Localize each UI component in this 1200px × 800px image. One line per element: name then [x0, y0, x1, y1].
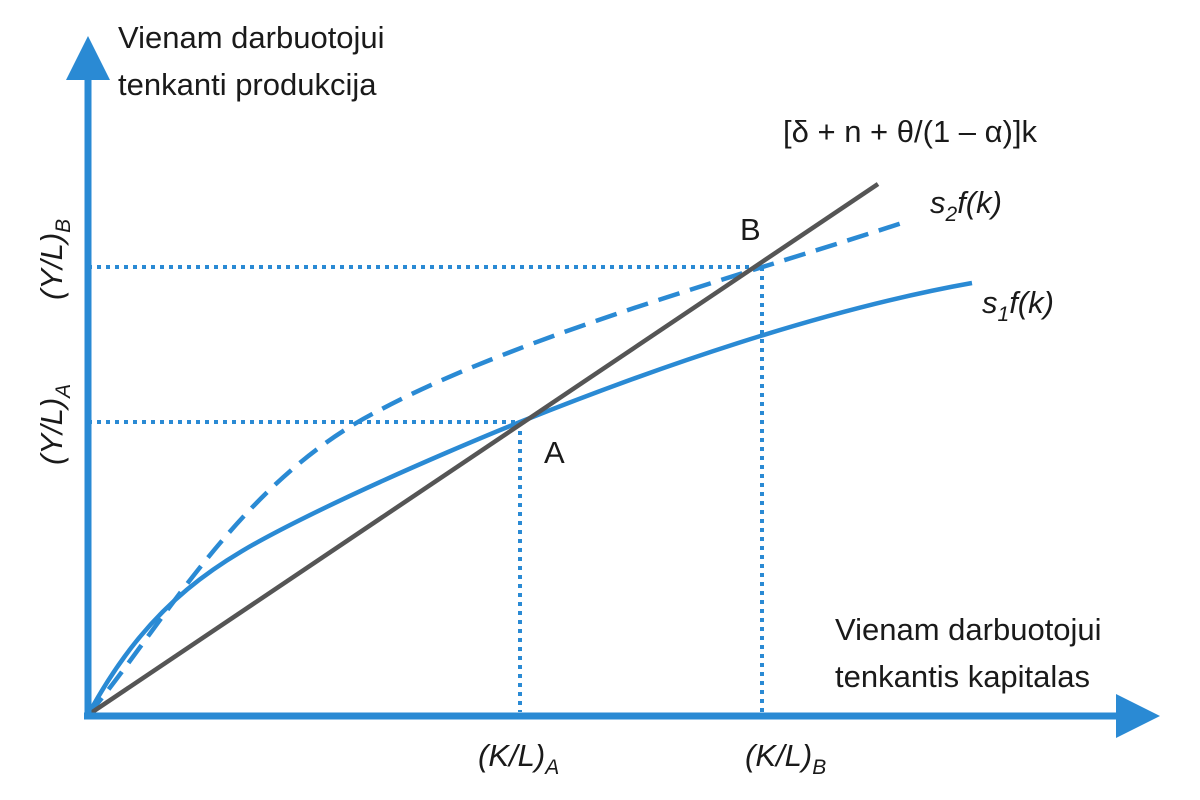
series-label-s2fk: s2f(k)	[930, 185, 1002, 226]
y-tick-label-a: (Y/L)A	[34, 384, 75, 465]
x-tick-label-a: (K/L)A	[478, 738, 559, 779]
series-line-s1fk	[86, 280, 973, 717]
y-axis-title-line2: tenkanti produkcija	[118, 67, 377, 102]
y-axis-title-line1: Vienam darbuotojui	[118, 20, 385, 55]
x-axis-arrow	[1116, 694, 1160, 738]
x-axis-title-line2: tenkantis kapitalas	[835, 659, 1090, 694]
series-line-s2fk	[86, 219, 906, 717]
series-line-depreciation	[86, 182, 880, 717]
y-tick-label-b: (Y/L)B	[34, 219, 75, 300]
x-tick-label-b: (K/L)B	[745, 738, 826, 779]
y-axis-arrow	[66, 36, 110, 80]
point-label-b: B	[740, 212, 761, 247]
point-label-a: A	[544, 435, 565, 470]
series-label-depreciation: [δ + n + θ/(1 – α)]k	[783, 114, 1038, 149]
series-label-s1fk: s1f(k)	[982, 285, 1054, 326]
x-axis-title-line1: Vienam darbuotojui	[835, 612, 1102, 647]
